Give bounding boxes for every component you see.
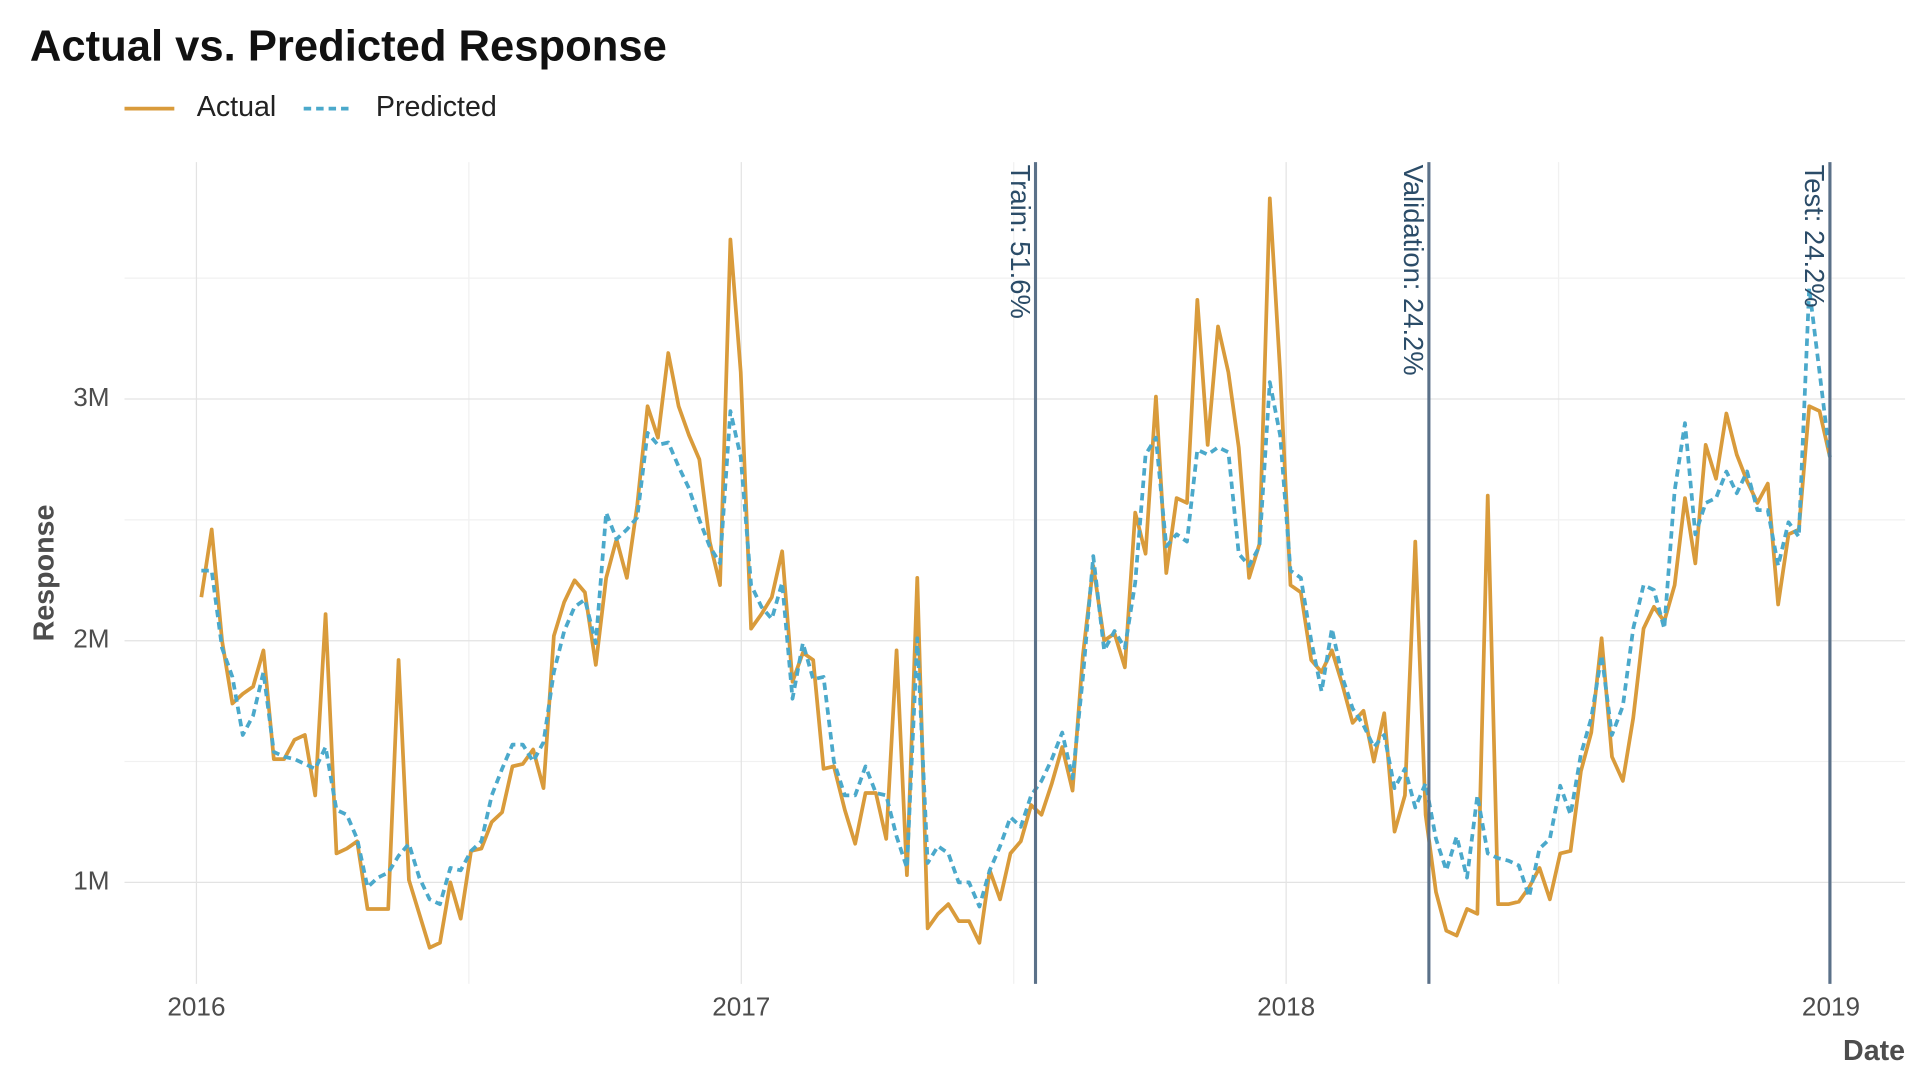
split-label: Train: 51.6% (1005, 165, 1036, 319)
y-tick-label: 1M (73, 865, 109, 895)
legend-label: Actual (197, 91, 277, 123)
x-tick-label: 2017 (712, 992, 770, 1022)
split-label: Test: 24.2% (1799, 165, 1830, 308)
chart-title: Actual vs. Predicted Response (30, 22, 667, 70)
legend-label: Predicted (376, 91, 497, 123)
x-tick-label: 2019 (1802, 992, 1860, 1022)
x-tick-label: 2018 (1257, 992, 1315, 1022)
x-axis-title: Date (1843, 1035, 1905, 1067)
split-label: Validation: 24.2% (1398, 165, 1429, 376)
y-tick-label: 2M (73, 624, 109, 654)
y-axis-title: Response (29, 505, 61, 642)
y-tick-label: 3M (73, 382, 109, 412)
x-tick-label: 2016 (167, 992, 225, 1022)
series-line (201, 285, 1832, 909)
